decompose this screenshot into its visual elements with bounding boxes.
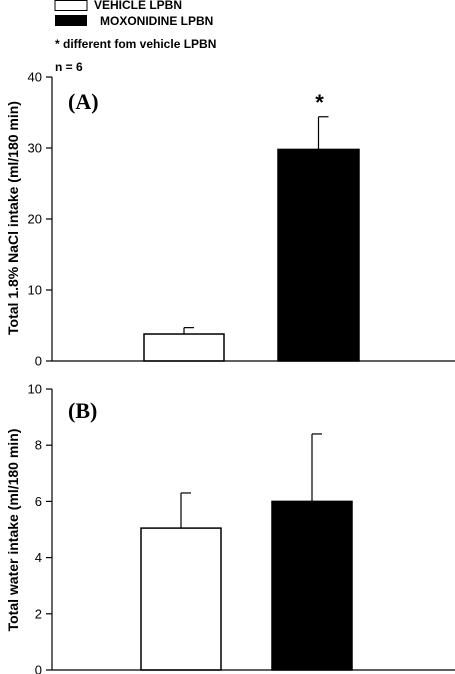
chart-a-y-tick-label: 30 bbox=[28, 141, 42, 156]
chart-a-y-tick-label: 0 bbox=[35, 354, 42, 369]
legend: VEHICLE LPBN MOXONIDINE LPBN * different… bbox=[54, 0, 216, 74]
significance-note: * different fom vehicle LPBN bbox=[55, 37, 216, 51]
legend-label-moxonidine: MOXONIDINE LPBN bbox=[100, 14, 213, 28]
chart-b-bar-1 bbox=[140, 527, 222, 671]
chart-a-y-tick-label: 10 bbox=[28, 283, 42, 298]
chart-a-y-axis-label: Total 1.8% NaCl intake (ml/180 min) bbox=[5, 101, 21, 335]
chart-b-panel-label: (B) bbox=[68, 398, 97, 423]
chart-a-bar-2 bbox=[277, 148, 360, 362]
chart-panel-b: Total water intake (ml/180 min) (B) 0 2 4 6… bbox=[5, 382, 455, 674]
chart-b-y-tick-label: 6 bbox=[35, 494, 42, 509]
chart-a-y-tick-label: 20 bbox=[28, 212, 42, 227]
chart-b-bar-2 bbox=[271, 500, 353, 671]
chart-a-significance-marker: * bbox=[315, 90, 324, 115]
chart-b-y-tick-label: 10 bbox=[28, 382, 42, 397]
sample-size-note: n = 6 bbox=[55, 60, 83, 74]
chart-b-y-tick-label: 2 bbox=[35, 606, 42, 621]
chart-b-y-tick-label: 8 bbox=[35, 438, 42, 453]
legend-swatch-moxonidine bbox=[55, 15, 87, 26]
legend-label-vehicle: VEHICLE LPBN bbox=[94, 0, 182, 12]
chart-panel-a: Total 1.8% NaCl intake (ml/180 min) (A) … bbox=[5, 70, 455, 369]
legend-swatch-vehicle bbox=[54, 0, 88, 11]
chart-b-y-tick-label: 4 bbox=[35, 550, 42, 565]
chart-a-bar-1 bbox=[143, 333, 225, 362]
chart-b-y-tick-label: 0 bbox=[35, 663, 42, 674]
chart-b-y-axis-label: Total water intake (ml/180 min) bbox=[5, 429, 21, 632]
chart-a-y-tick-label: 40 bbox=[28, 70, 42, 85]
chart-a-panel-label: (A) bbox=[68, 89, 99, 114]
